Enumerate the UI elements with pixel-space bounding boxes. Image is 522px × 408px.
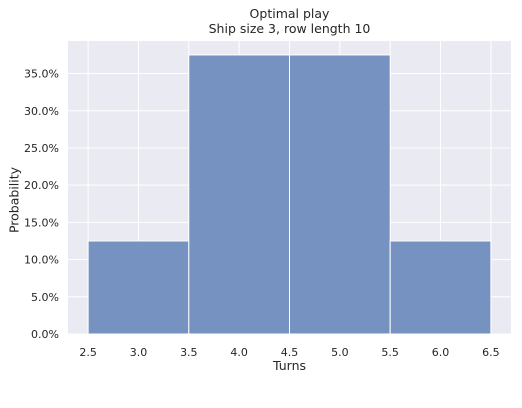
y-tick-label: 0.0% — [31, 328, 59, 341]
x-tick-label: 3.0 — [130, 346, 148, 359]
chart-title: Optimal play — [249, 6, 330, 21]
x-tick-label: 3.5 — [180, 346, 198, 359]
y-tick-label: 10.0% — [24, 254, 59, 267]
x-tick-label: 4.5 — [281, 346, 299, 359]
y-tick-label: 15.0% — [24, 216, 59, 229]
chart-subtitle: Ship size 3, row length 10 — [208, 21, 371, 36]
x-tick-label: 6.0 — [432, 346, 450, 359]
x-tick-label: 5.5 — [381, 346, 399, 359]
y-axis-label-wrap: Probability — [4, 167, 24, 233]
x-axis-label: Turns — [272, 358, 306, 373]
histogram-bar — [87, 240, 190, 335]
y-tick-label: 25.0% — [24, 142, 59, 155]
y-tick-label: 30.0% — [24, 105, 59, 118]
histogram-bar — [289, 54, 391, 335]
histogram-bar — [389, 240, 492, 335]
x-tick-label: 2.5 — [79, 346, 97, 359]
x-tick-label: 4.0 — [230, 346, 248, 359]
y-tick-label: 5.0% — [31, 291, 59, 304]
x-tick-label: 5.0 — [331, 346, 349, 359]
y-axis-label: Probability — [6, 166, 22, 234]
y-tick-label: 35.0% — [24, 68, 59, 81]
x-tick-label: 6.5 — [482, 346, 500, 359]
y-tick-label: 20.0% — [24, 179, 59, 192]
histogram-bar — [188, 54, 290, 335]
